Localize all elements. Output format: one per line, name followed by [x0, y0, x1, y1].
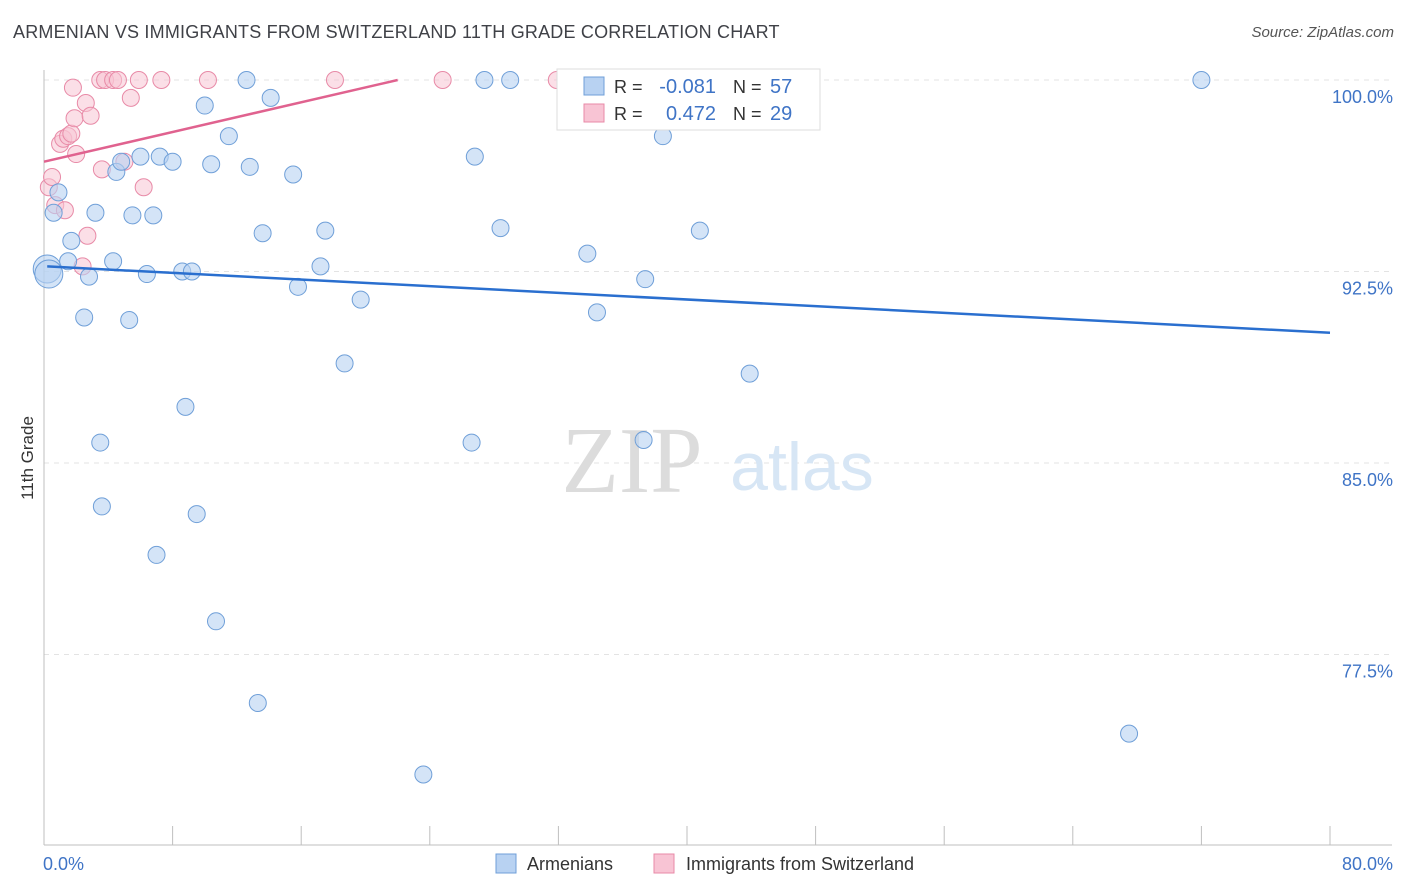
armenian-point-2	[44, 203, 63, 222]
armenian-point-14	[120, 311, 139, 330]
armenian-point-39	[335, 354, 354, 373]
trend-line-armenians	[47, 265, 1331, 335]
watermark: ZIP atlas	[562, 409, 874, 513]
y-tick-labels: 77.5% 85.0% 92.5% 100.0%	[1332, 87, 1393, 682]
armenian-point-11	[104, 252, 123, 271]
stats-r-value-swiss: 0.472	[666, 103, 716, 125]
armenian-point-3	[49, 183, 68, 202]
armenian-point-35	[284, 165, 303, 184]
swiss-point-14	[81, 106, 100, 125]
y-tick-label-0: 77.5%	[1342, 662, 1393, 682]
swiss-point-9	[65, 109, 84, 128]
stats-legend-box: R = -0.081 N = 57 R = 0.472 N = 29	[556, 68, 821, 131]
y-tick-label-2: 92.5%	[1342, 279, 1393, 299]
swiss-point-22	[129, 71, 148, 89]
swiss-point-25	[198, 71, 217, 89]
armenian-point-30	[237, 71, 256, 89]
armenian-point-13	[112, 152, 131, 171]
armenian-point-10	[92, 497, 111, 516]
swiss-point-27	[433, 71, 452, 89]
swiss-point-21	[121, 88, 140, 107]
armenian-point-21	[163, 152, 182, 171]
legend-swatch-armenians[interactable]	[495, 853, 517, 874]
armenian-point-50	[587, 303, 606, 322]
armenian-point-19	[147, 545, 166, 564]
y-axis-label: 11th Grade	[18, 416, 37, 500]
armenian-point-6	[75, 308, 94, 327]
armenian-point-24	[182, 262, 201, 281]
legend-label-armenians[interactable]: Armenians	[527, 854, 613, 874]
stats-r-label-armenians: R =	[614, 77, 643, 97]
armenian-point-40	[351, 290, 370, 309]
armenian-point-1	[34, 259, 64, 289]
armenian-point-8	[86, 203, 105, 222]
armenian-point-51	[634, 431, 653, 450]
stats-n-label-swiss: N =	[733, 104, 762, 124]
armenian-point-37	[311, 257, 330, 276]
armenian-point-54	[690, 221, 709, 240]
armenian-point-23	[176, 397, 195, 416]
stats-swatch-swiss	[583, 103, 605, 123]
swiss-point-24	[152, 71, 171, 89]
swiss-point-7	[62, 124, 81, 143]
armenian-point-31	[240, 157, 259, 176]
armenian-point-27	[202, 155, 221, 174]
legend-label-swiss[interactable]: Immigrants from Switzerland	[686, 854, 914, 874]
armenian-point-28	[207, 612, 226, 631]
stats-r-value-armenians: -0.081	[659, 76, 716, 98]
armenian-point-17	[137, 265, 156, 284]
axes	[43, 70, 1392, 846]
armenian-point-56	[1120, 724, 1139, 743]
armenian-point-15	[123, 206, 142, 225]
armenian-point-45	[491, 219, 510, 238]
y-tick-label-1: 85.0%	[1342, 470, 1393, 490]
armenian-point-38	[316, 221, 335, 240]
armenian-point-26	[195, 96, 214, 115]
armenian-point-29	[219, 127, 238, 146]
armenian-point-49	[578, 244, 597, 263]
stats-swatch-armenians	[583, 76, 605, 96]
armenian-point-41	[414, 765, 433, 784]
swiss-point-8	[63, 78, 82, 97]
armenian-point-43	[465, 147, 484, 166]
source-label: Source: ZipAtlas.com	[1251, 24, 1394, 41]
stats-n-label-armenians: N =	[733, 77, 762, 97]
stats-r-label-swiss: R =	[614, 104, 643, 124]
stats-n-value-armenians: 57	[770, 76, 792, 98]
armenian-point-9	[91, 433, 110, 452]
swiss-point-23	[134, 178, 153, 197]
armenian-point-16	[131, 147, 150, 166]
legend-swatch-swiss[interactable]	[653, 853, 675, 874]
armenian-point-7	[80, 267, 99, 286]
x-tick-label-min: 0.0%	[43, 854, 84, 874]
x-tick-label-max: 80.0%	[1342, 854, 1393, 874]
armenian-point-34	[261, 88, 280, 107]
y-tick-label-3: 100.0%	[1332, 87, 1393, 107]
series-legend: Armenians Immigrants from Switzerland	[495, 853, 914, 874]
armenian-point-5	[62, 231, 81, 250]
watermark-zip: ZIP	[562, 409, 703, 513]
armenian-point-42	[462, 433, 481, 452]
armenian-point-18	[144, 206, 163, 225]
armenian-point-44	[475, 71, 494, 89]
stats-n-value-swiss: 29	[770, 103, 792, 125]
trend-line-swiss	[43, 78, 398, 163]
armenian-point-55	[740, 364, 759, 383]
trend-lines	[43, 78, 1331, 335]
armenian-point-25	[187, 505, 206, 524]
armenian-point-33	[253, 224, 272, 243]
armenian-point-46	[501, 71, 520, 89]
swiss-point-13	[78, 226, 97, 245]
armenian-point-32	[248, 694, 267, 713]
swiss-point-19	[108, 71, 127, 89]
chart-title: ARMENIAN VS IMMIGRANTS FROM SWITZERLAND …	[13, 22, 780, 42]
armenian-point-57	[1192, 71, 1211, 89]
watermark-atlas: atlas	[730, 429, 874, 505]
swiss-point-1	[43, 168, 62, 187]
armenian-point-4	[59, 252, 78, 271]
swiss-point-26	[325, 71, 344, 89]
armenian-point-52	[636, 270, 655, 289]
